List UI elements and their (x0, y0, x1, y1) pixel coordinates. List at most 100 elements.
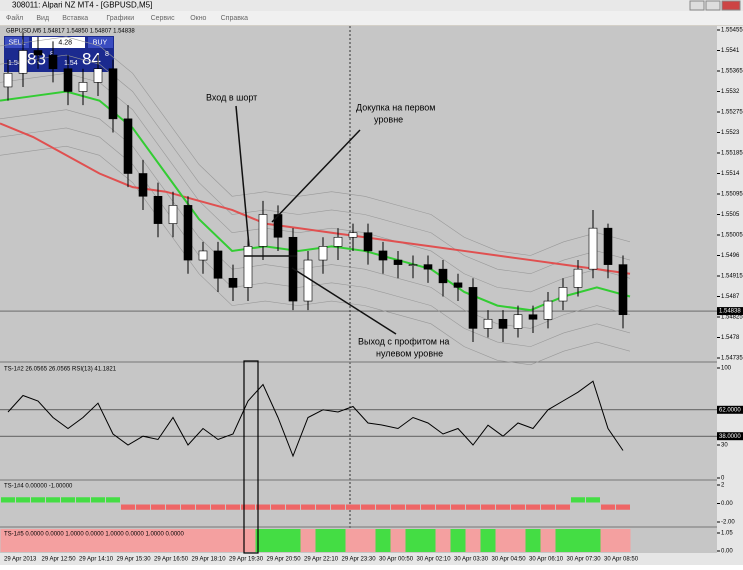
candle-body (153, 195, 163, 224)
candle-body (393, 259, 403, 265)
ts4-bar (121, 504, 135, 510)
time-label: 29 Apr 12:50 (42, 557, 77, 563)
candle-body (378, 250, 388, 261)
ts4-bar (436, 504, 450, 510)
ts4-bar (496, 504, 510, 510)
ts4-bar (571, 497, 585, 503)
ma-fast (0, 90, 631, 312)
candle-body (513, 314, 523, 329)
time-label: 29 Apr 15:30 (117, 557, 152, 563)
candle-body (333, 236, 343, 247)
pane-header: TS-1#5 0.0000 0.0000 1.0000 0.0000 1.000… (4, 532, 184, 538)
ts4-bar (526, 504, 540, 510)
envelope-band (0, 145, 631, 366)
ts5-cell (30, 529, 46, 552)
buy-label[interactable]: BUY (93, 39, 108, 46)
menu-item[interactable]: Сервис (151, 15, 175, 22)
window-controls[interactable] (689, 0, 741, 11)
ts4-bar (1, 497, 15, 503)
price-label: 1.55275 (721, 110, 743, 116)
ts5-cell (600, 529, 616, 552)
ts4-bar (361, 504, 375, 510)
candle-body (483, 318, 493, 329)
title-bar (0, 0, 743, 11)
minimize[interactable] (689, 0, 705, 11)
candle-body (213, 250, 223, 279)
envelope-band (0, 109, 631, 329)
candle-body (348, 232, 358, 238)
candle-body (543, 300, 553, 320)
ts4-bar (61, 497, 75, 503)
ts5-cell (300, 529, 316, 552)
ts4-bar (586, 497, 600, 503)
candle-body (78, 82, 88, 92)
sell-button[interactable] (5, 37, 29, 48)
menu-item[interactable]: Графики (106, 15, 134, 22)
ts5-cell (315, 529, 331, 552)
pane-header: TS-1#2 26.0565 26.0565 RSI(13) 41.1821 (4, 367, 117, 373)
ts4-bar (31, 497, 45, 503)
time-label: 29 Apr 14:10 (79, 557, 114, 563)
annotation: Выход с профитом на (358, 336, 449, 346)
candle-body (183, 205, 193, 261)
time-label: 30 Apr 02:10 (417, 557, 452, 563)
buy-button[interactable] (88, 37, 113, 48)
sell-big: 1.54 (8, 60, 22, 67)
ts5-cell (45, 529, 61, 552)
price-label: 1.54735 (721, 356, 743, 362)
ts5-axis-label: 1.05 (721, 531, 733, 537)
ts4-bar (91, 497, 105, 503)
menu-item[interactable]: Справка (221, 15, 249, 22)
menu-item[interactable]: Окно (190, 15, 206, 22)
ts4-bar (541, 504, 555, 510)
lot-value[interactable]: 4.28 (58, 39, 72, 46)
price-label: 1.5541 (721, 48, 740, 54)
ts5-cell (435, 529, 451, 552)
ts5-cell (60, 529, 76, 552)
ts5-cell (75, 529, 91, 552)
price-label: 1.54825 (721, 315, 743, 321)
ts4-bar (151, 504, 165, 510)
chart-area (0, 26, 717, 553)
ts5-cell (555, 529, 571, 552)
ts5-cell (165, 529, 181, 552)
price-label: 1.5496 (721, 253, 740, 259)
ts4-bar (301, 504, 315, 510)
ts4-bar (556, 504, 570, 510)
close[interactable] (721, 0, 741, 11)
ts4-bar (511, 504, 525, 510)
price-label: 1.55005 (721, 233, 743, 239)
ts5-cell (495, 529, 511, 552)
maximize[interactable] (705, 0, 721, 11)
price-label: 1.54915 (721, 274, 743, 280)
ts5-cell (420, 529, 436, 552)
ts5-cell (225, 529, 241, 552)
candle-body (228, 277, 238, 288)
price-label: 1.55095 (721, 192, 743, 198)
sell-label[interactable]: SELL (8, 39, 25, 46)
lot-input[interactable] (32, 37, 85, 48)
ts5-cell (525, 529, 541, 552)
ts4-bar (76, 497, 90, 503)
candle-body (423, 264, 433, 270)
ts4-bar (286, 504, 300, 510)
annotation-arrows (235, 105, 397, 335)
menu-item[interactable]: Файл (6, 14, 23, 22)
envelope-band (0, 54, 631, 275)
candle-body (138, 173, 148, 197)
menu-item[interactable]: Вставка (62, 15, 88, 22)
current-price-label: 1.54838 (719, 309, 741, 315)
annotation: Докупка на первом (356, 102, 436, 112)
ts4-bar (481, 504, 495, 510)
candle-body (363, 232, 373, 252)
time-label: 30 Apr 00:50 (379, 557, 414, 563)
price-label: 1.5478 (721, 335, 740, 341)
ts5-cell (120, 529, 136, 552)
ts4-bar (166, 504, 180, 510)
ts5-cell (210, 529, 226, 552)
ts4-bar (226, 504, 240, 510)
ts5-cell (105, 529, 121, 552)
menu-item[interactable]: Вид (36, 15, 49, 22)
ts5-cell (150, 529, 166, 552)
time-label: 29 Apr 22:10 (304, 557, 339, 563)
